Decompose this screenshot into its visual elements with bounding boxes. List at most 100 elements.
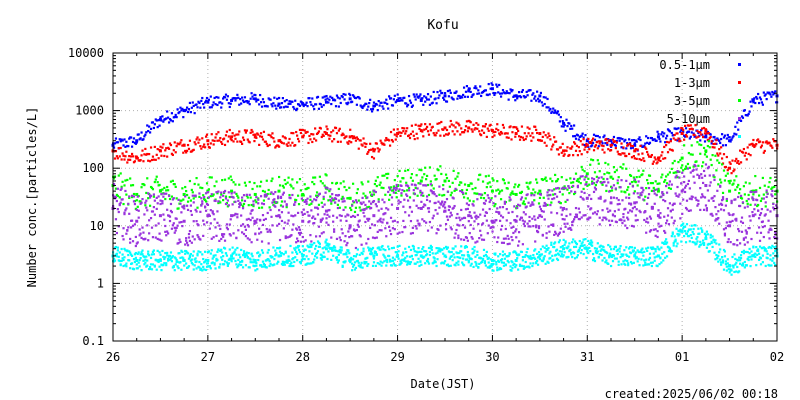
scatter-point — [336, 96, 340, 99]
scatter-point — [404, 256, 407, 259]
scatter-point — [691, 153, 694, 156]
scatter-point — [532, 188, 535, 191]
scatter-point — [591, 144, 594, 147]
scatter-point — [240, 263, 243, 267]
scatter-point — [257, 198, 260, 201]
scatter-point — [237, 96, 240, 99]
scatter-point — [345, 244, 348, 247]
scatter-point — [151, 121, 155, 124]
scatter-point — [259, 180, 263, 183]
scatter-point — [549, 250, 552, 253]
scatter-point — [349, 94, 352, 97]
scatter-point — [375, 103, 378, 106]
scatter-point — [576, 178, 579, 181]
scatter-point — [656, 230, 659, 233]
scatter-point — [505, 136, 508, 139]
scatter-point — [417, 124, 420, 127]
scatter-point — [275, 201, 278, 204]
scatter-point — [644, 142, 647, 145]
scatter-point — [711, 154, 714, 157]
scatter-point — [118, 155, 121, 158]
scatter-point — [498, 192, 501, 195]
scatter-point — [531, 93, 534, 96]
scatter-point — [495, 189, 498, 192]
scatter-point — [655, 188, 658, 191]
scatter-point — [660, 133, 663, 136]
scatter-point — [487, 261, 490, 264]
scatter-point — [504, 227, 507, 231]
scatter-point — [345, 251, 348, 254]
scatter-point — [542, 256, 545, 259]
scatter-point — [677, 195, 680, 198]
scatter-point — [621, 254, 624, 258]
scatter-point — [445, 197, 449, 201]
scatter-point — [575, 144, 579, 147]
scatter-point — [164, 252, 167, 255]
scatter-point — [651, 246, 654, 249]
scatter-point — [496, 269, 499, 272]
scatter-point — [278, 184, 282, 187]
scatter-point — [742, 249, 745, 252]
scatter-point — [722, 153, 726, 156]
scatter-point — [665, 191, 669, 194]
scatter-point — [713, 251, 716, 254]
scatter-point — [532, 203, 535, 206]
scatter-point — [281, 205, 284, 208]
scatter-point — [354, 139, 358, 142]
scatter-point — [235, 192, 238, 196]
scatter-point — [149, 194, 153, 198]
scatter-point — [708, 174, 711, 177]
scatter-point — [525, 181, 528, 184]
scatter-point — [739, 220, 743, 223]
scatter-point — [131, 184, 135, 187]
data-point — [633, 201, 637, 205]
scatter-point — [212, 213, 215, 216]
scatter-point — [359, 139, 362, 142]
scatter-point — [282, 142, 285, 145]
scatter-point — [229, 218, 232, 221]
scatter-point — [391, 140, 395, 143]
scatter-point — [262, 202, 266, 206]
scatter-point — [653, 202, 656, 205]
scatter-point — [314, 247, 317, 250]
scatter-point — [297, 244, 301, 248]
scatter-point — [723, 255, 727, 258]
scatter-point — [691, 195, 694, 199]
scatter-point — [224, 93, 228, 96]
scatter-point — [457, 234, 460, 237]
scatter-point — [710, 241, 713, 245]
scatter-point — [437, 169, 440, 172]
scatter-point — [604, 261, 607, 264]
scatter-point — [124, 209, 127, 212]
scatter-point — [165, 147, 168, 150]
scatter-point — [605, 189, 608, 193]
scatter-point — [355, 201, 358, 204]
scatter-point — [652, 186, 655, 190]
scatter-point — [348, 186, 351, 189]
scatter-point — [490, 219, 493, 223]
scatter-point — [620, 179, 623, 182]
scatter-point — [161, 146, 164, 149]
scatter-point — [696, 204, 699, 207]
scatter-point — [274, 249, 277, 252]
scatter-point — [221, 178, 224, 182]
scatter-point — [543, 218, 546, 221]
scatter-point — [183, 207, 186, 210]
scatter-point — [452, 169, 455, 172]
scatter-point — [454, 245, 457, 248]
scatter-point — [621, 137, 624, 141]
scatter-point — [377, 209, 380, 212]
scatter-point — [272, 137, 275, 140]
scatter-point — [189, 111, 192, 114]
scatter-point — [144, 237, 147, 240]
scatter-point — [493, 221, 496, 224]
scatter-point — [398, 188, 401, 191]
scatter-point — [701, 230, 704, 233]
scatter-point — [296, 259, 299, 262]
scatter-point — [502, 179, 506, 182]
scatter-point — [631, 207, 635, 210]
scatter-point — [624, 263, 627, 266]
scatter-point — [570, 253, 573, 256]
scatter-point — [632, 138, 635, 142]
scatter-point — [345, 219, 348, 223]
